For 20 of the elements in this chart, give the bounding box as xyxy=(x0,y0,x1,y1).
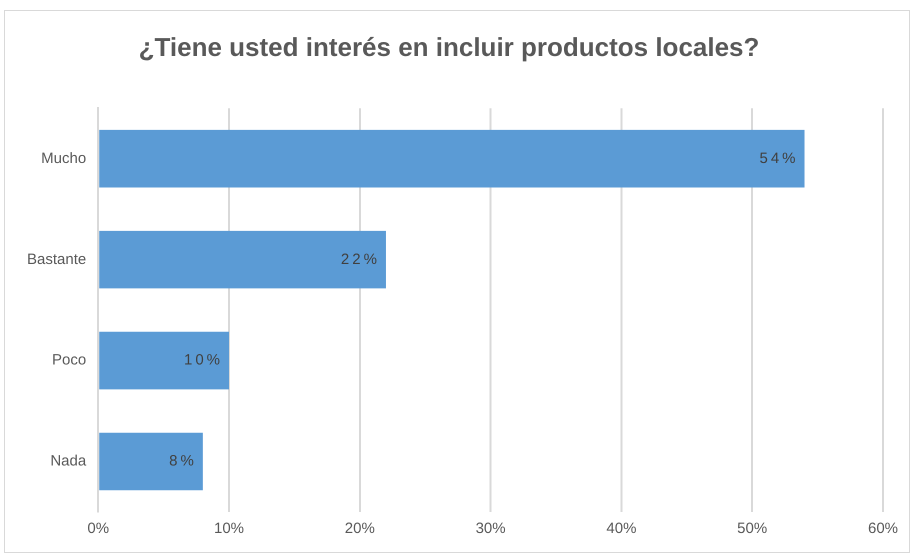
x-tick-label: 30% xyxy=(476,520,506,538)
x-tick-label: 20% xyxy=(344,520,375,538)
bar xyxy=(99,230,386,288)
x-tick-label: 10% xyxy=(214,520,244,538)
x-tick-label: 0% xyxy=(87,520,110,538)
bar xyxy=(99,130,805,188)
data-label: 54% xyxy=(759,150,799,167)
bar xyxy=(99,332,230,390)
y-tick-label: Poco xyxy=(52,352,86,369)
bar xyxy=(99,432,203,490)
y-tick-label: Bastante xyxy=(26,250,86,268)
x-tick-label: 50% xyxy=(737,520,768,538)
data-label: 8% xyxy=(169,452,197,470)
chart-title: ¿Tiene usted interés en incluir productos locales? xyxy=(138,32,760,62)
x-tick-label: 60% xyxy=(868,520,898,538)
data-label: 10% xyxy=(184,352,224,369)
y-tick-label: Mucho xyxy=(41,150,86,167)
data-label: 22% xyxy=(340,250,380,268)
y-tick-label: Nada xyxy=(50,452,87,470)
x-tick-label: 40% xyxy=(606,520,636,538)
